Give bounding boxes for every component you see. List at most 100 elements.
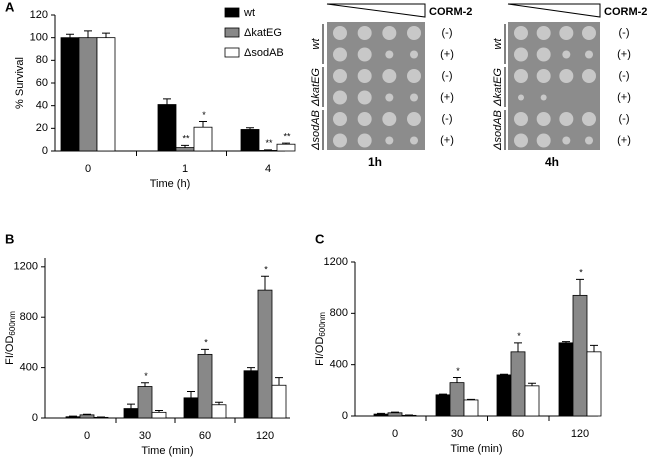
condition-label: (-) xyxy=(619,27,630,39)
colony-spot xyxy=(536,133,551,148)
colony-spot xyxy=(333,26,347,40)
condition-label: (-) xyxy=(442,27,453,39)
colony-spot xyxy=(514,26,528,40)
colony-spot xyxy=(385,50,394,59)
bar xyxy=(463,399,479,417)
legend-swatch xyxy=(224,47,240,58)
colony-spot xyxy=(582,112,596,126)
error-bar xyxy=(187,391,195,398)
x-tick-label: 0 xyxy=(84,430,90,442)
bar xyxy=(435,394,451,417)
colony-spot xyxy=(385,93,394,102)
gradient-triangle xyxy=(507,3,601,18)
significance: * xyxy=(144,371,148,381)
gradient-triangle xyxy=(326,3,426,18)
bar xyxy=(123,408,139,419)
bar xyxy=(157,104,177,152)
colony-spot xyxy=(333,90,347,105)
bar xyxy=(586,351,602,417)
y-tick-label: 0 xyxy=(32,412,38,424)
y-tick-label: 1200 xyxy=(324,256,348,268)
condition-label: (+) xyxy=(440,91,454,103)
condition-label: (+) xyxy=(617,48,631,60)
bar xyxy=(243,370,259,419)
y-axis-label: FI/OD600nm xyxy=(314,312,327,366)
y-tick-label: 1200 xyxy=(14,261,38,273)
bar xyxy=(240,129,260,152)
error-bar xyxy=(528,382,536,386)
legend-swatch xyxy=(224,27,240,38)
colony-spot xyxy=(357,112,372,126)
x-tick-label: 0 xyxy=(85,163,91,175)
bar xyxy=(373,413,389,417)
error-bar xyxy=(141,382,149,387)
time-label: 4h xyxy=(545,155,559,169)
bar xyxy=(137,386,153,419)
panel-label: A xyxy=(5,0,15,14)
condition-label: (-) xyxy=(442,113,453,125)
strain-label: ΔsodAB xyxy=(492,110,504,151)
colony-spot xyxy=(382,69,397,83)
error-bar xyxy=(83,413,91,415)
y-axis-label-main: FI/OD xyxy=(314,337,326,366)
condition-label: (+) xyxy=(440,134,454,146)
bar xyxy=(197,353,213,419)
bar xyxy=(276,143,296,152)
condition-label: (-) xyxy=(619,113,630,125)
colony-spot xyxy=(559,26,574,40)
strain-label: ΔkatEG xyxy=(310,68,322,107)
time-label: 1h xyxy=(368,155,382,169)
colony-spot xyxy=(410,50,418,59)
bar xyxy=(183,397,199,419)
colony-spot xyxy=(562,136,571,145)
condition-label: (-) xyxy=(619,70,630,82)
panel-label: B xyxy=(5,231,14,246)
error-bar xyxy=(102,32,110,38)
bar xyxy=(211,404,227,419)
error-bar xyxy=(69,415,77,417)
colony-spot xyxy=(514,112,528,126)
error-bar xyxy=(275,377,283,386)
colony-spot xyxy=(333,133,347,148)
x-tick-label: 30 xyxy=(139,430,151,442)
bar xyxy=(496,374,512,417)
y-axis-label-main: % Survival xyxy=(14,57,26,109)
x-tick-label: 30 xyxy=(451,428,463,440)
colony-spot xyxy=(407,69,421,83)
condition-label: (+) xyxy=(617,91,631,103)
error-bar xyxy=(439,393,447,395)
condition-label: (+) xyxy=(440,48,454,60)
legend-label: ΔsodAB xyxy=(244,47,284,59)
significance: * xyxy=(579,268,583,278)
x-axis-label: Time (min) xyxy=(450,443,502,455)
bar xyxy=(271,384,287,419)
bar xyxy=(60,37,80,152)
y-axis-label: % Survival xyxy=(14,57,26,109)
colony-spot xyxy=(333,47,347,62)
colony-spot xyxy=(514,133,528,148)
colony-spot xyxy=(357,26,372,40)
error-bar xyxy=(590,344,598,352)
y-tick-label: 400 xyxy=(20,362,38,374)
strain-label: ΔsodAB xyxy=(310,110,322,151)
y-axis-label: FI/OD600nm xyxy=(4,311,17,365)
bar xyxy=(79,414,95,419)
colony-spot xyxy=(514,47,528,62)
colony-spot xyxy=(357,90,372,105)
error-bar xyxy=(199,121,207,128)
colony-spot xyxy=(382,26,397,40)
y-tick-label: 0 xyxy=(42,145,48,157)
error-bar xyxy=(215,401,223,405)
strain-label: ΔkatEG xyxy=(492,68,504,107)
colony-spot xyxy=(562,50,571,59)
significance: ** xyxy=(182,134,190,144)
y-tick-label: 40 xyxy=(36,100,48,112)
error-bar xyxy=(514,342,522,352)
error-bar xyxy=(453,377,461,383)
colony-spot xyxy=(536,47,551,62)
error-bar xyxy=(576,278,584,296)
colony-spot xyxy=(536,26,551,40)
bar xyxy=(96,37,116,152)
plate xyxy=(327,22,425,150)
